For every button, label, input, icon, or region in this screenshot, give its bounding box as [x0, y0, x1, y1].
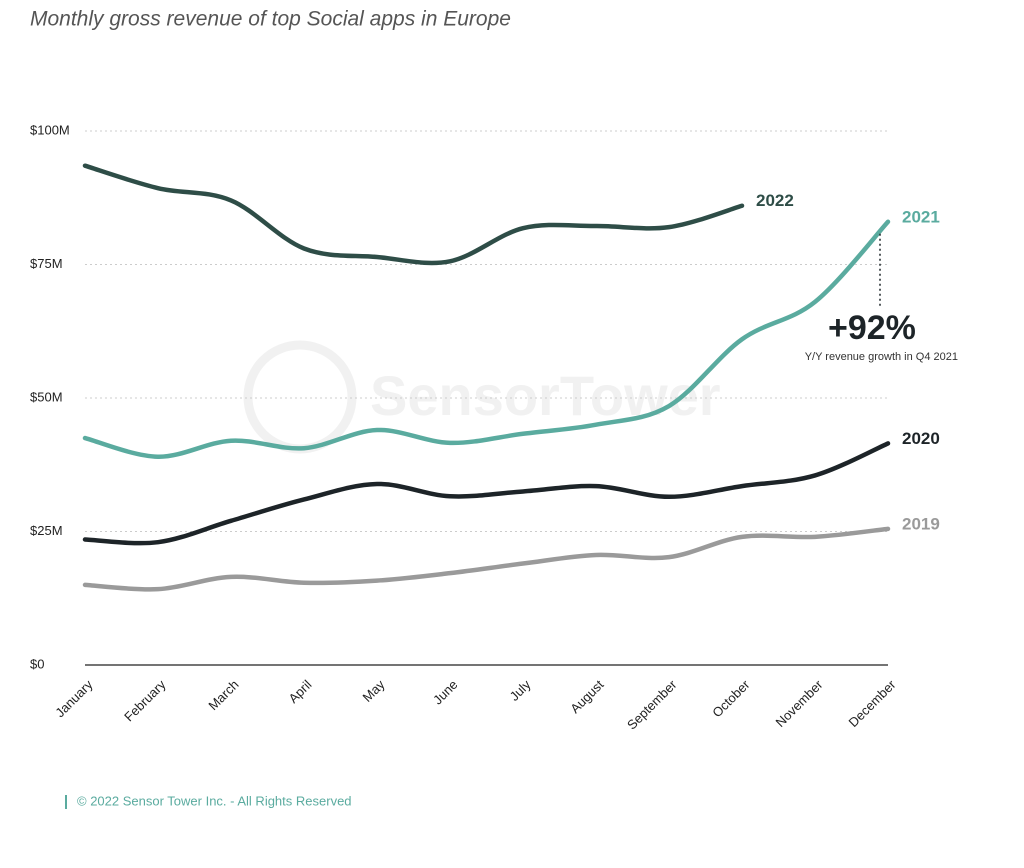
- series-label: 2019: [902, 514, 940, 533]
- series-line: [82, 219, 891, 459]
- y-tick-label: $75M: [30, 256, 63, 271]
- x-tick-label: June: [430, 677, 461, 708]
- x-tick-label: September: [624, 676, 680, 732]
- x-tick-label: October: [709, 676, 753, 720]
- series-line: [82, 163, 745, 266]
- y-tick-label: $25M: [30, 523, 63, 538]
- series-line: [82, 526, 891, 592]
- watermark-logo: [243, 340, 357, 454]
- chart-title: Monthly gross revenue of top Social apps…: [30, 8, 511, 31]
- watermark: SensorTower: [370, 364, 721, 427]
- y-tick-label: $100M: [30, 122, 70, 137]
- x-tick-label: December: [846, 676, 899, 729]
- y-tick-label: $0: [30, 656, 44, 671]
- x-tick-label: May: [360, 677, 388, 705]
- x-tick-label: August: [567, 677, 606, 716]
- series-label: 2021: [902, 207, 940, 226]
- x-tick-label: November: [773, 676, 826, 729]
- series-label: 2020: [902, 429, 940, 448]
- x-tick-label: January: [52, 677, 96, 721]
- x-tick-label: February: [121, 677, 169, 725]
- y-tick-label: $50M: [30, 389, 63, 404]
- x-tick-label: April: [286, 677, 315, 706]
- series-line: [82, 441, 891, 546]
- annotation-subtext: Y/Y revenue growth in Q4 2021: [805, 351, 958, 363]
- annotation: +92%: [828, 309, 916, 347]
- series-label: 2022: [756, 191, 794, 210]
- x-tick-label: July: [507, 677, 534, 704]
- footer: © 2022 Sensor Tower Inc. - All Rights Re…: [77, 793, 352, 808]
- x-tick-label: March: [205, 677, 241, 713]
